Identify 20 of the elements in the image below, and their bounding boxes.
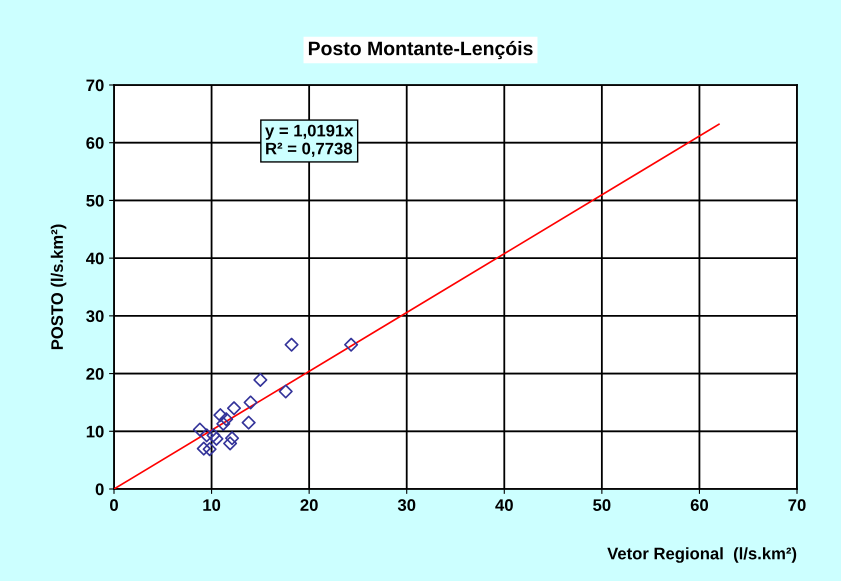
- x-tick-label: 20: [300, 499, 318, 511]
- x-tick-label: 50: [593, 499, 610, 511]
- x-axis-title: Vetor Regional (l/s.km²): [607, 547, 796, 563]
- y-tick-label: 0: [96, 483, 104, 496]
- y-tick-label: 70: [86, 79, 104, 92]
- x-tick-label: 40: [495, 499, 513, 511]
- annotation: y = 1,0191x R² = 0,7738: [265, 124, 354, 157]
- x-tick-label: 60: [690, 499, 708, 511]
- y-tick-label: 30: [86, 310, 104, 322]
- y-tick-label: 20: [86, 368, 104, 380]
- y-tick-label: 60: [86, 137, 104, 149]
- x-tick-label: 10: [203, 499, 220, 511]
- y-tick-label: 50: [86, 194, 104, 207]
- y-tick-label: 10: [86, 426, 104, 438]
- chart-title: Posto Montante-Lençóis: [308, 40, 533, 60]
- x-tick-label: 0: [110, 499, 118, 511]
- y-tick-label: 40: [86, 252, 104, 264]
- x-tick-label: 70: [788, 499, 806, 511]
- y-axis-title: POSTO (l/s.km²): [50, 224, 66, 350]
- x-tick-label: 30: [398, 499, 416, 511]
